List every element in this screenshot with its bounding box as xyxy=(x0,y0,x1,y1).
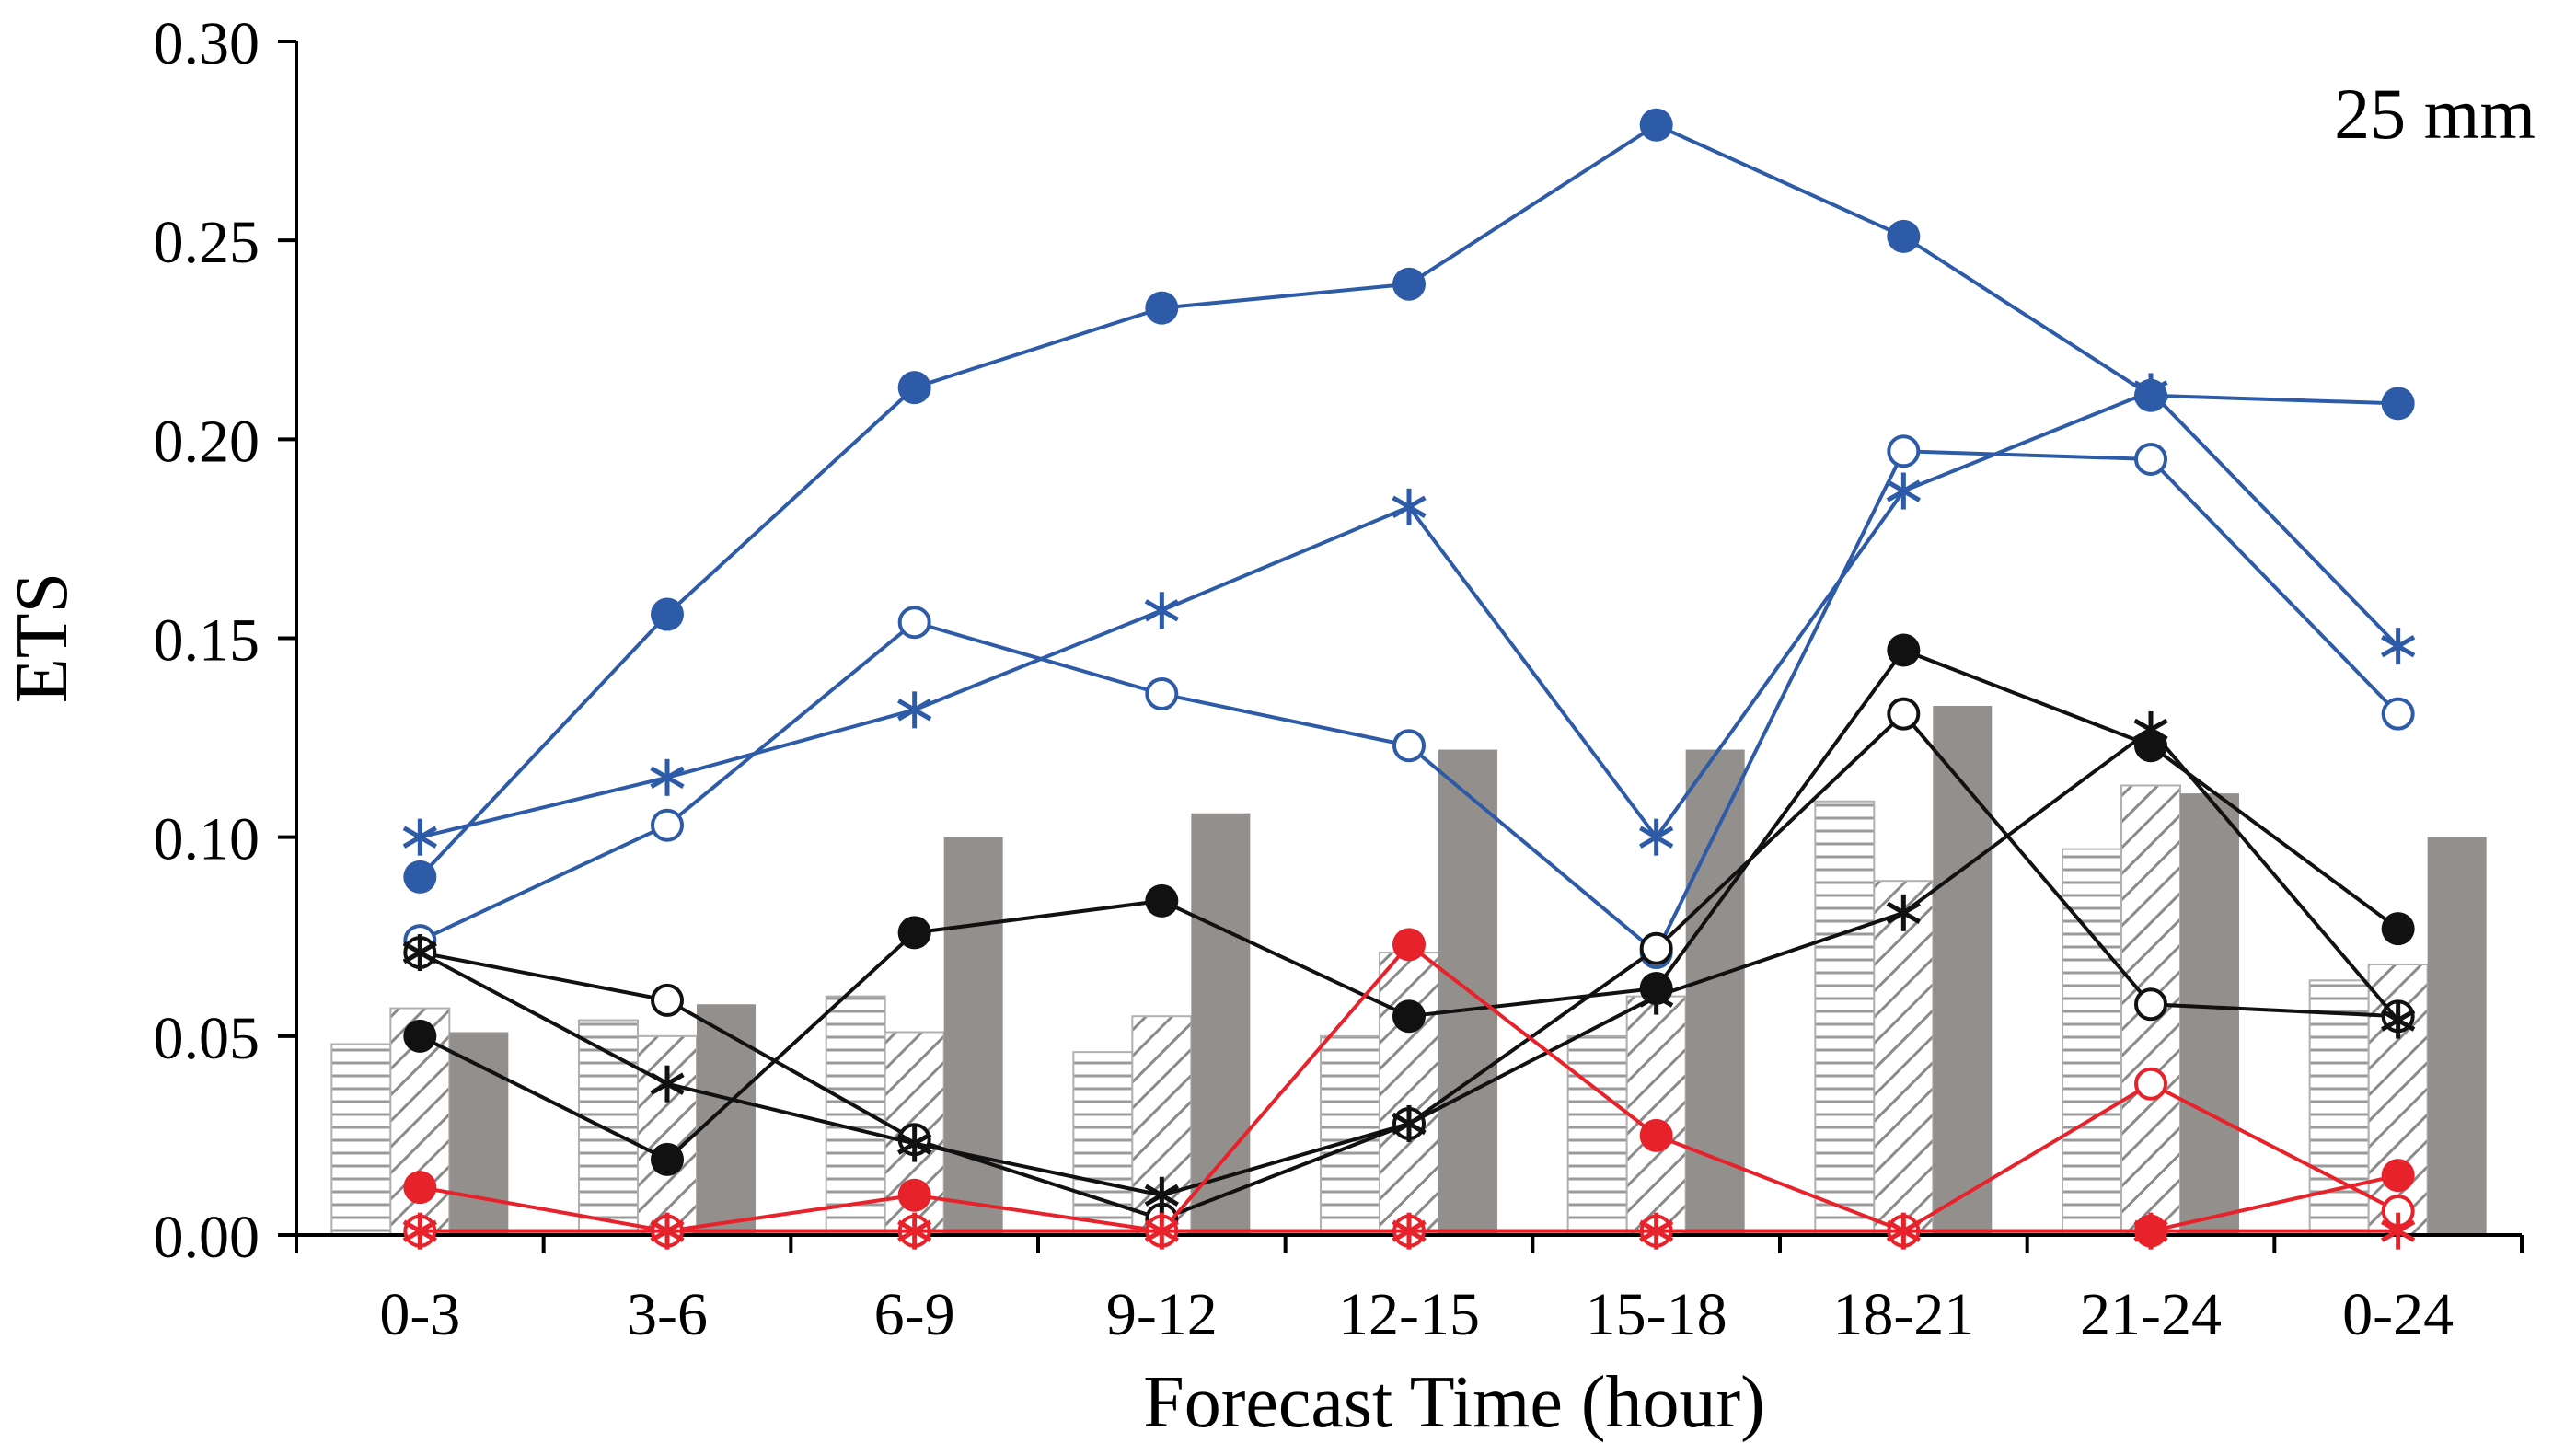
y-tick-label-0.10: 0.10 xyxy=(154,806,260,873)
marker-series-3-12-15 xyxy=(1392,999,1426,1034)
marker-series-6-0-24 xyxy=(2381,1159,2415,1193)
bar-solid-gray-18-21 xyxy=(1933,705,1993,1235)
marker-series-8-18-21 xyxy=(1886,1212,1921,1250)
x-tick-label-0-3: 0-3 xyxy=(379,1281,460,1348)
marker-series-8-0-24 xyxy=(2381,1212,2416,1250)
x-tick-label-12-15: 12-15 xyxy=(1338,1281,1480,1348)
marker-series-6-15-18 xyxy=(1639,1118,1673,1152)
marker-series-3-0-24 xyxy=(2381,912,2415,946)
y-tick-label-0.00: 0.00 xyxy=(154,1204,260,1271)
marker-series-7-21-24 xyxy=(2134,1067,2167,1101)
marker-series-0-0-24 xyxy=(2381,387,2415,421)
bar-horizontal-lines-3-6 xyxy=(578,1019,639,1237)
y-tick-label-0.25: 0.25 xyxy=(154,209,260,276)
marker-series-1-3-6 xyxy=(651,808,684,842)
marker-series-2-12-15 xyxy=(1392,488,1427,525)
marker-series-2-0-3 xyxy=(402,818,437,856)
marker-series-1-12-15 xyxy=(1392,729,1426,763)
x-tick-label-18-21: 18-21 xyxy=(1832,1281,1974,1348)
x-axis-label: Forecast Time (hour) xyxy=(1143,1362,1765,1443)
marker-series-8-9-12 xyxy=(1144,1212,1179,1250)
bar-diagonal-hatch-15-18 xyxy=(1625,995,1687,1236)
y-tick-label-0.15: 0.15 xyxy=(154,607,260,675)
marker-series-1-0-24 xyxy=(2381,697,2415,731)
marker-series-3-18-21 xyxy=(1887,633,1921,667)
x-tick-label-3-6: 3-6 xyxy=(627,1281,708,1348)
bar-horizontal-lines-0-3 xyxy=(330,1043,392,1236)
annotation-label: 25 mm xyxy=(2334,74,2536,154)
bar-diagonal-hatch-18-21 xyxy=(1873,880,1935,1236)
bar-horizontal-lines-21-24 xyxy=(2062,848,2122,1236)
marker-series-5-0-24 xyxy=(2381,1001,2416,1039)
marker-series-2-3-6 xyxy=(650,758,685,796)
marker-series-3-9-12 xyxy=(1145,883,1179,918)
bar-horizontal-lines-18-21 xyxy=(1814,800,1876,1236)
marker-series-2-18-21 xyxy=(1886,472,1921,510)
x-tick-label-15-18: 15-18 xyxy=(1586,1281,1727,1348)
marker-series-5-18-21 xyxy=(1886,894,1921,931)
marker-series-8-3-6 xyxy=(650,1212,685,1250)
marker-series-1-6-9 xyxy=(897,606,931,640)
marker-series-3-3-6 xyxy=(651,1142,684,1176)
x-tick-label-9-12: 9-12 xyxy=(1106,1281,1218,1348)
marker-series-2-15-18 xyxy=(1639,818,1674,856)
marker-series-2-21-24 xyxy=(2133,373,2168,410)
marker-series-2-9-12 xyxy=(1144,592,1179,629)
marker-series-0-9-12 xyxy=(1145,291,1179,325)
bar-solid-gray-0-3 xyxy=(449,1032,509,1235)
bar-horizontal-lines-0-24 xyxy=(2308,979,2370,1236)
marker-series-5-3-6 xyxy=(650,1065,685,1103)
bar-solid-gray-0-24 xyxy=(2427,837,2487,1235)
bar-diagonal-hatch-12-15 xyxy=(1379,952,1439,1236)
marker-series-0-12-15 xyxy=(1392,267,1426,301)
y-tick-label-0.05: 0.05 xyxy=(154,1005,260,1072)
lines-layer xyxy=(402,108,2416,1250)
marker-series-4-15-18 xyxy=(1639,931,1673,965)
marker-series-3-6-9 xyxy=(897,916,931,950)
marker-series-4-18-21 xyxy=(1887,697,1921,731)
x-tick-label-6-9: 6-9 xyxy=(874,1281,955,1348)
marker-series-5-6-9 xyxy=(897,1125,932,1162)
marker-series-8-0-3 xyxy=(402,1212,437,1250)
marker-series-1-21-24 xyxy=(2134,442,2167,476)
y-tick-label-0.30: 0.30 xyxy=(154,10,260,77)
bar-solid-gray-3-6 xyxy=(697,1004,756,1235)
marker-series-8-15-18 xyxy=(1639,1212,1674,1250)
x-tick-label-0-24: 0-24 xyxy=(2342,1281,2454,1348)
marker-series-6-0-3 xyxy=(403,1171,437,1205)
bar-solid-gray-15-18 xyxy=(1685,749,1745,1235)
marker-series-5-12-15 xyxy=(1392,1104,1427,1142)
marker-series-2-0-24 xyxy=(2381,628,2416,665)
bar-horizontal-lines-15-18 xyxy=(1566,1034,1628,1237)
marker-series-3-0-3 xyxy=(403,1019,437,1053)
marker-series-0-6-9 xyxy=(897,371,931,405)
marker-series-1-18-21 xyxy=(1887,434,1921,468)
marker-series-2-6-9 xyxy=(897,691,932,729)
bar-solid-gray-21-24 xyxy=(2180,793,2239,1235)
marker-series-5-21-24 xyxy=(2133,710,2168,748)
marker-series-4-21-24 xyxy=(2134,987,2167,1022)
marker-series-5-9-12 xyxy=(1144,1176,1179,1214)
y-axis-label: ETS xyxy=(2,572,83,703)
marker-series-8-21-24 xyxy=(2133,1212,2168,1250)
x-tick-label-21-24: 21-24 xyxy=(2080,1281,2222,1348)
bar-solid-gray-6-9 xyxy=(943,837,1003,1235)
marker-series-0-0-3 xyxy=(403,860,437,894)
marker-series-6-12-15 xyxy=(1392,928,1426,962)
marker-series-6-6-9 xyxy=(897,1178,931,1212)
marker-series-0-3-6 xyxy=(651,597,684,631)
ticks-layer: 0.00 0.05 0.10 0.15 0.20 0.25 0.30 0-3 3-6 6-9 9-1… xyxy=(154,10,2524,1348)
marker-series-5-0-3 xyxy=(402,934,437,972)
marker-series-8-12-15 xyxy=(1392,1212,1427,1250)
marker-series-8-6-9 xyxy=(897,1212,932,1250)
marker-series-1-9-12 xyxy=(1145,677,1179,711)
marker-series-5-15-18 xyxy=(1639,977,1674,1015)
marker-series-0-15-18 xyxy=(1639,108,1673,142)
marker-series-0-18-21 xyxy=(1887,219,1921,253)
marker-series-4-3-6 xyxy=(651,983,684,1017)
y-tick-label-0.20: 0.20 xyxy=(154,408,260,475)
